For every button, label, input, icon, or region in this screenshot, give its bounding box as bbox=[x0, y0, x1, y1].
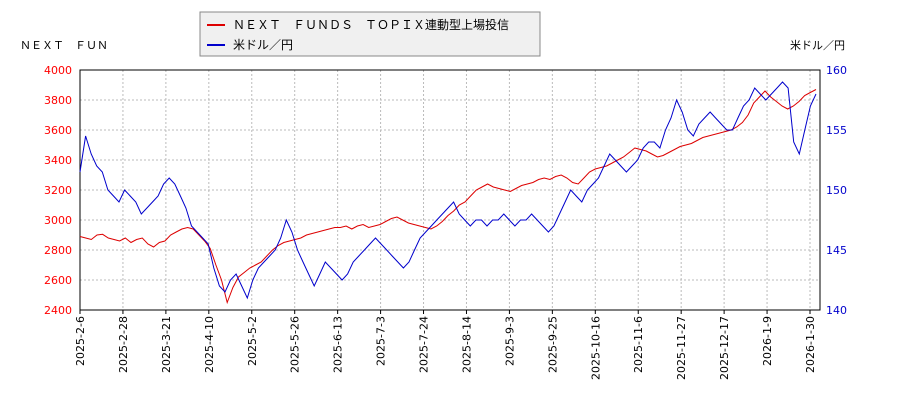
x-tick-label: 2025-2-28 bbox=[117, 316, 130, 373]
x-tick-label: 2025-11-27 bbox=[675, 316, 688, 380]
right-tick-label: 150 bbox=[826, 184, 847, 197]
left-tick-label: 3000 bbox=[44, 214, 72, 227]
x-tick-label: 2025-3-21 bbox=[160, 316, 173, 373]
left-tick-label: 3800 bbox=[44, 94, 72, 107]
left-tick-label: 3400 bbox=[44, 154, 72, 167]
right-tick-label: 155 bbox=[826, 124, 847, 137]
x-tick-label: 2025-12-17 bbox=[718, 316, 731, 380]
plot-area-frame bbox=[79, 69, 821, 311]
right-tick-label: 145 bbox=[826, 244, 847, 257]
left-tick-label: 2400 bbox=[44, 304, 72, 317]
left-axis-ticks: 2400 2600 2800 3000 3200 3400 3600 3800 4000 bbox=[44, 64, 72, 317]
left-tick-label: 3200 bbox=[44, 184, 72, 197]
x-tick-label: 2025-8-14 bbox=[460, 316, 473, 373]
legend-box bbox=[199, 11, 541, 57]
x-axis-ticks: 2025-2-6 2025-2-28 2025-3-21 2025-4-10 2025-… bbox=[74, 310, 817, 380]
series-line-usdjpy bbox=[79, 81, 817, 300]
left-axis-title: ＮＥＸＴ ＦＵＮ bbox=[20, 39, 108, 52]
right-axis-ticks: 140 145 150 155 160 bbox=[826, 64, 847, 317]
legend-label-nextfunds: ＮＥＸＴ ＦＵＮＤＳ ＴＯＰＩＸ連動型上場投信 bbox=[233, 17, 509, 32]
left-tick-label: 4000 bbox=[44, 64, 72, 77]
x-tick-label: 2025-10-16 bbox=[589, 316, 602, 380]
x-tick-label: 2025-9-25 bbox=[546, 316, 559, 373]
x-tick-label: 2025-5-2 bbox=[246, 316, 259, 366]
grid bbox=[79, 69, 820, 311]
legend: ＮＥＸＴ ＦＵＮＤＳ ＴＯＰＩＸ連動型上場投信 米ドル／円 bbox=[199, 11, 541, 57]
x-tick-label: 2025-11-6 bbox=[632, 316, 645, 373]
x-tick-label: 2025-7-3 bbox=[375, 316, 388, 366]
x-tick-label: 2025-9-3 bbox=[503, 316, 516, 366]
left-tick-label: 2600 bbox=[44, 274, 72, 287]
x-tick-label: 2025-2-6 bbox=[74, 316, 87, 366]
right-axis-title: 米ドル／円 bbox=[790, 39, 845, 52]
left-tick-label: 3600 bbox=[44, 124, 72, 137]
series-layer bbox=[79, 81, 817, 305]
x-tick-label: 2025-7-24 bbox=[418, 316, 431, 373]
left-tick-label: 2800 bbox=[44, 244, 72, 257]
legend-label-usdjpy: 米ドル／円 bbox=[233, 38, 293, 52]
x-tick-label: 2026-1-9 bbox=[761, 316, 774, 366]
right-tick-label: 160 bbox=[826, 64, 847, 77]
series-line-nextfunds bbox=[79, 89, 817, 305]
right-tick-label: 140 bbox=[826, 304, 847, 317]
x-tick-label: 2025-5-26 bbox=[289, 316, 302, 373]
x-tick-label: 2025-4-10 bbox=[203, 316, 216, 373]
x-tick-label: 2025-6-13 bbox=[332, 316, 345, 373]
x-tick-label: 2026-1-30 bbox=[804, 316, 817, 373]
